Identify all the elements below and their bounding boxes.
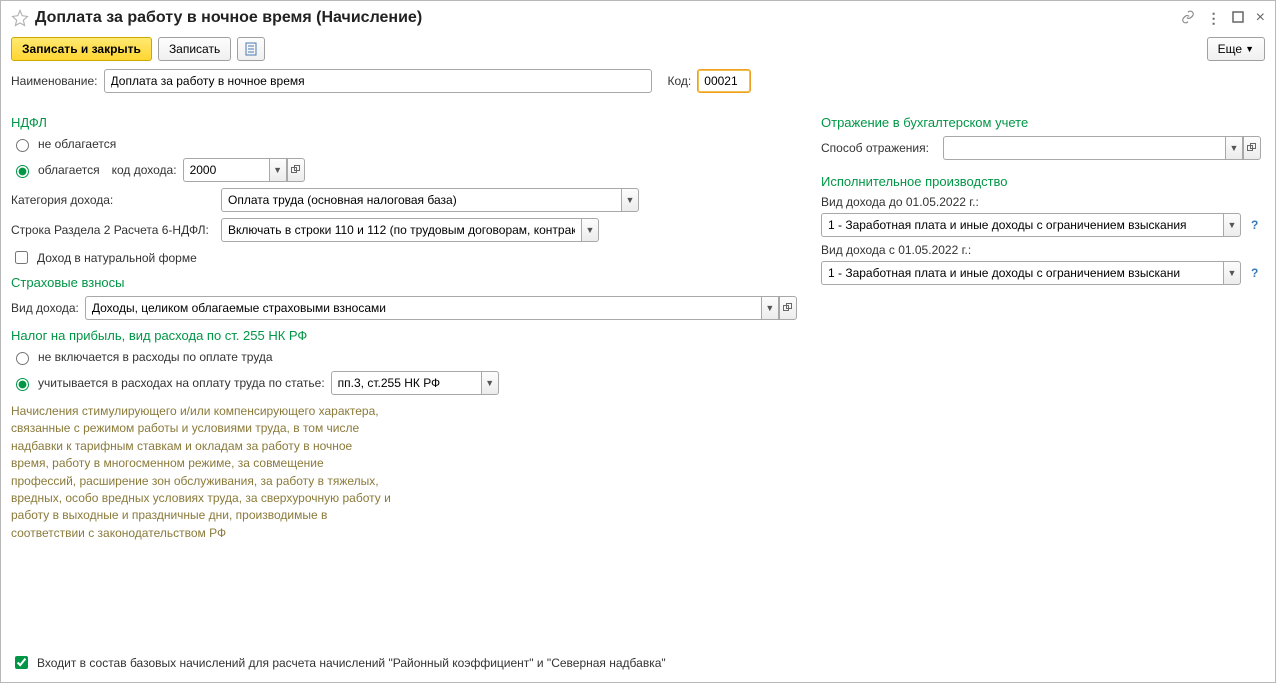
more-button[interactable]: Еще ▼ [1207, 37, 1265, 61]
article-dropdown: ▼ [331, 371, 499, 395]
code-label: Код: [668, 74, 692, 88]
ndfl-not-taxed-label: не облагается [38, 137, 116, 151]
method-open-btn[interactable] [1243, 136, 1261, 160]
accrual-form-window: Доплата за работу в ночное время (Начисл… [0, 0, 1276, 683]
income-type-input[interactable] [85, 296, 761, 320]
enforcement-section-title: Исполнительное производство [821, 174, 1265, 189]
code-input[interactable] [697, 69, 751, 93]
column-left: НДФЛ не облагается облагается код дохода… [11, 107, 801, 542]
maximize-icon[interactable] [1232, 10, 1244, 26]
profit-tax-section-title: Налог на прибыль, вид расхода по ст. 255… [11, 328, 801, 343]
income-code-dropdown: ▼ [183, 158, 305, 182]
included-radio[interactable] [16, 378, 29, 391]
method-label: Способ отражения: [821, 141, 937, 155]
method-input[interactable] [943, 136, 1225, 160]
window-title: Доплата за работу в ночное время (Начисл… [35, 9, 1181, 27]
accounting-section-title: Отражение в бухгалтерском учете [821, 115, 1265, 130]
save-button[interactable]: Записать [158, 37, 231, 61]
natural-income-checkbox[interactable] [15, 251, 28, 264]
titlebar: Доплата за работу в ночное время (Начисл… [1, 1, 1275, 33]
income-type-label: Вид дохода: [11, 301, 79, 315]
income-type-dropdown-btn[interactable]: ▼ [761, 296, 779, 320]
ndfl-section-title: НДФЛ [11, 115, 801, 130]
income-after-dropdown: ▼ [821, 261, 1241, 285]
income-before-input[interactable] [821, 213, 1223, 237]
income-after-input[interactable] [821, 261, 1223, 285]
report-icon-button[interactable] [237, 37, 265, 61]
section2-dropdown-btn[interactable]: ▼ [581, 218, 599, 242]
article-dropdown-btn[interactable]: ▼ [481, 371, 499, 395]
column-right: Отражение в бухгалтерском учете Способ о… [821, 107, 1265, 542]
section2-label: Строка Раздела 2 Расчета 6-НДФЛ: [11, 223, 215, 237]
kebab-menu-icon[interactable]: ⋮ [1207, 10, 1220, 27]
titlebar-controls: ⋮ × [1181, 9, 1265, 27]
section2-dropdown: ▼ [221, 218, 599, 242]
income-category-input[interactable] [221, 188, 621, 212]
income-before-help-icon[interactable]: ? [1251, 218, 1258, 232]
income-code-label: код дохода: [112, 163, 177, 177]
link-icon[interactable] [1181, 10, 1195, 27]
income-code-dropdown-btn[interactable]: ▼ [269, 158, 287, 182]
save-and-close-button[interactable]: Записать и закрыть [11, 37, 152, 61]
method-dropdown: ▼ [943, 136, 1261, 160]
method-dropdown-btn[interactable]: ▼ [1225, 136, 1243, 160]
income-category-label: Категория дохода: [11, 193, 215, 207]
income-before-dropdown-btn[interactable]: ▼ [1223, 213, 1241, 237]
name-label: Наименование: [11, 74, 98, 88]
income-before-label: Вид дохода до 01.05.2022 г.: [821, 195, 1265, 209]
income-category-dropdown: ▼ [221, 188, 639, 212]
content-columns: НДФЛ не облагается облагается код дохода… [1, 107, 1275, 542]
income-after-label: Вид дохода с 01.05.2022 г.: [821, 243, 1265, 257]
chevron-down-icon: ▼ [1245, 44, 1254, 54]
header-fields: Наименование: Код: [1, 69, 1275, 107]
income-type-dropdown: ▼ [85, 296, 797, 320]
toolbar: Записать и закрыть Записать Еще ▼ [1, 33, 1275, 69]
income-after-dropdown-btn[interactable]: ▼ [1223, 261, 1241, 285]
income-category-dropdown-btn[interactable]: ▼ [621, 188, 639, 212]
name-input[interactable] [104, 69, 652, 93]
not-included-label: не включается в расходы по оплате труда [38, 350, 273, 364]
insurance-section-title: Страховые взносы [11, 275, 801, 290]
income-after-help-icon[interactable]: ? [1251, 266, 1258, 280]
footer: Входит в состав базовых начислений для р… [11, 653, 666, 672]
base-accruals-checkbox[interactable] [15, 656, 28, 669]
article-input[interactable] [331, 371, 481, 395]
more-button-label: Еще [1218, 42, 1242, 56]
favorite-star-icon[interactable] [11, 9, 29, 27]
income-code-input[interactable] [183, 158, 269, 182]
natural-income-label: Доход в натуральной форме [37, 251, 197, 265]
income-before-dropdown: ▼ [821, 213, 1241, 237]
section2-input[interactable] [221, 218, 581, 242]
ndfl-taxed-label: облагается [38, 163, 100, 177]
base-accruals-label: Входит в состав базовых начислений для р… [37, 656, 666, 670]
income-code-open-btn[interactable] [287, 158, 305, 182]
included-label: учитывается в расходах на оплату труда п… [38, 376, 325, 390]
income-type-open-btn[interactable] [779, 296, 797, 320]
not-included-radio[interactable] [16, 352, 29, 365]
article-help-text: Начисления стимулирующего и/или компенси… [11, 403, 391, 542]
ndfl-taxed-radio[interactable] [16, 165, 29, 178]
ndfl-not-taxed-radio[interactable] [16, 139, 29, 152]
close-icon[interactable]: × [1256, 9, 1265, 27]
